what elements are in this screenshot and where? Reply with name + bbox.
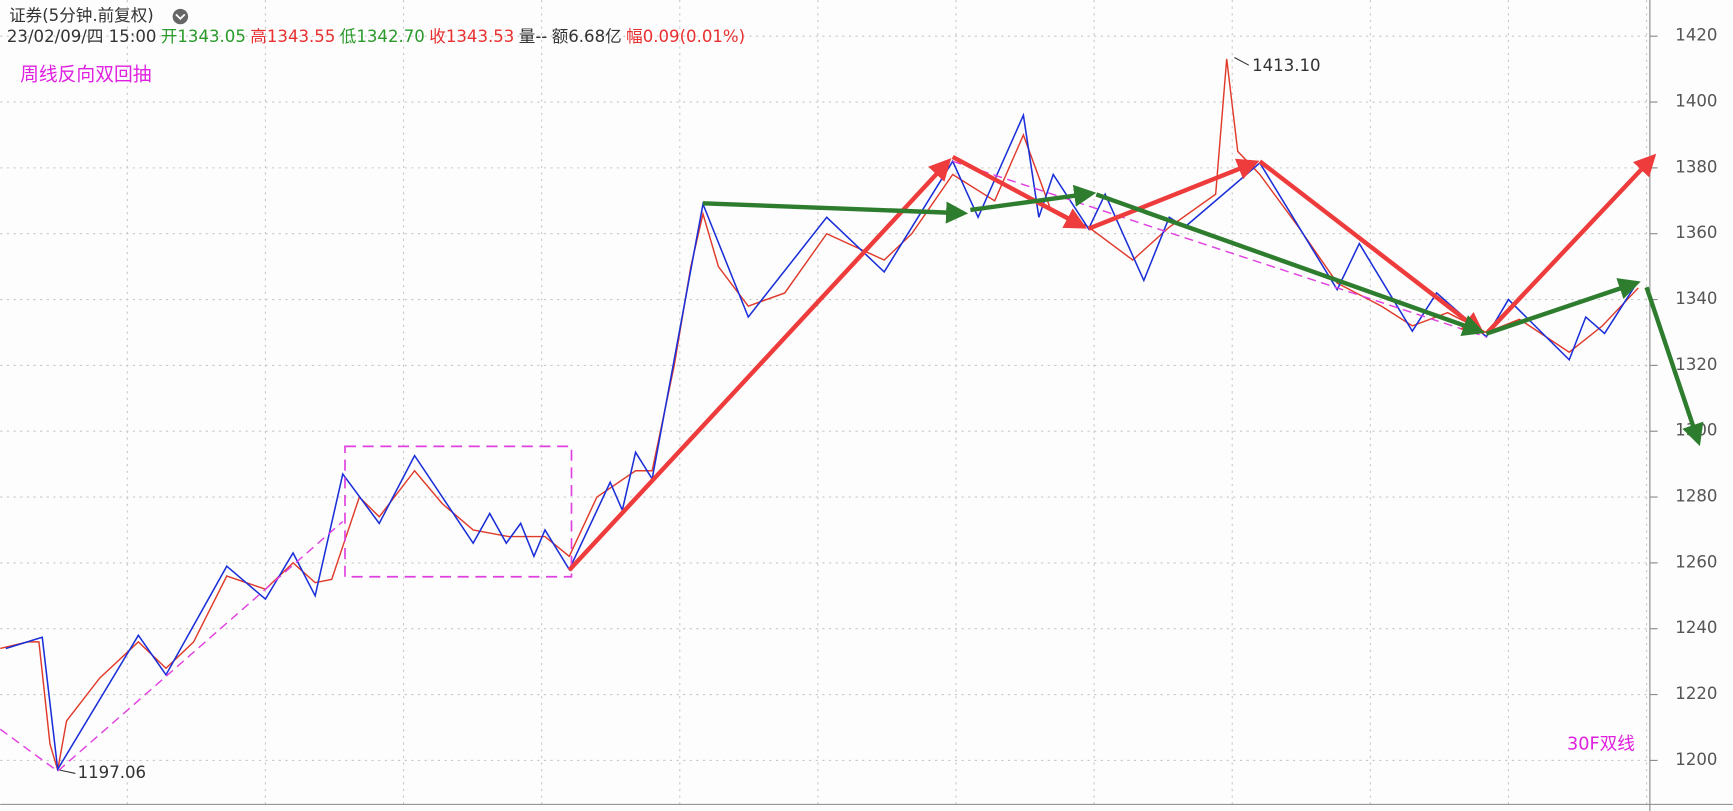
- info-item: 幅0.09(0.01%): [626, 27, 745, 46]
- chart-title: 证券(5分钟.前复权): [9, 6, 154, 25]
- y-tick-label: 1400: [1675, 92, 1717, 111]
- info-item: 额6.68亿: [552, 27, 622, 46]
- green-arrows: [702, 184, 1704, 447]
- leader: [1234, 56, 1250, 66]
- y-tick-label: 1360: [1675, 223, 1717, 242]
- series-zigzag: [5, 112, 1637, 772]
- high-label: 1413.10: [1252, 56, 1321, 75]
- info-bar: 23/02/09/四 15:00 开1343.05 高1343.55 低1342.70…: [7, 27, 745, 46]
- info-item: 量--: [519, 27, 548, 46]
- arrow: [1258, 159, 1485, 335]
- y-tick-label: 1220: [1675, 684, 1717, 703]
- pattern-box: [344, 445, 573, 578]
- plot: [0, 58, 1639, 772]
- info-item: 低1342.70: [340, 27, 425, 46]
- arrow: [567, 158, 952, 572]
- arrow: [702, 201, 969, 224]
- leader: [59, 769, 76, 774]
- trend-line: [952, 160, 1487, 338]
- red-arrows: [567, 153, 1657, 572]
- trend-line: [0, 520, 344, 773]
- annotation: 周线反向双回抽: [20, 64, 151, 86]
- y-tick-label: 1420: [1675, 26, 1717, 45]
- info-item: 开1343.05: [161, 27, 246, 46]
- info-item: 23/02/09/四 15:00: [7, 27, 157, 46]
- arrow: [1485, 278, 1641, 336]
- arrow: [1087, 158, 1260, 231]
- y-tick-label: 1280: [1675, 487, 1717, 506]
- arrow: [1095, 192, 1485, 336]
- y-tick-label: 1340: [1675, 289, 1717, 308]
- arrow: [951, 154, 1087, 229]
- info-item: 高1343.55: [250, 27, 335, 46]
- drawings: [0, 153, 1704, 773]
- low-label: 1197.06: [78, 763, 147, 782]
- dropdown-chevron: [175, 13, 186, 21]
- arrow: [1484, 153, 1657, 336]
- y-tick-label: 1260: [1675, 552, 1717, 571]
- y-tick-label: 1240: [1675, 618, 1717, 637]
- y-tick-label: 1320: [1675, 355, 1717, 374]
- annotation: 30F双线: [1567, 734, 1635, 755]
- y-tick-label: 1200: [1675, 750, 1717, 769]
- info-item: 收1343.53: [429, 27, 514, 46]
- y-tick-label: 1380: [1675, 157, 1717, 176]
- arrow: [970, 184, 1097, 213]
- arrow: [1644, 286, 1704, 447]
- dropdown-icon[interactable]: [172, 8, 189, 25]
